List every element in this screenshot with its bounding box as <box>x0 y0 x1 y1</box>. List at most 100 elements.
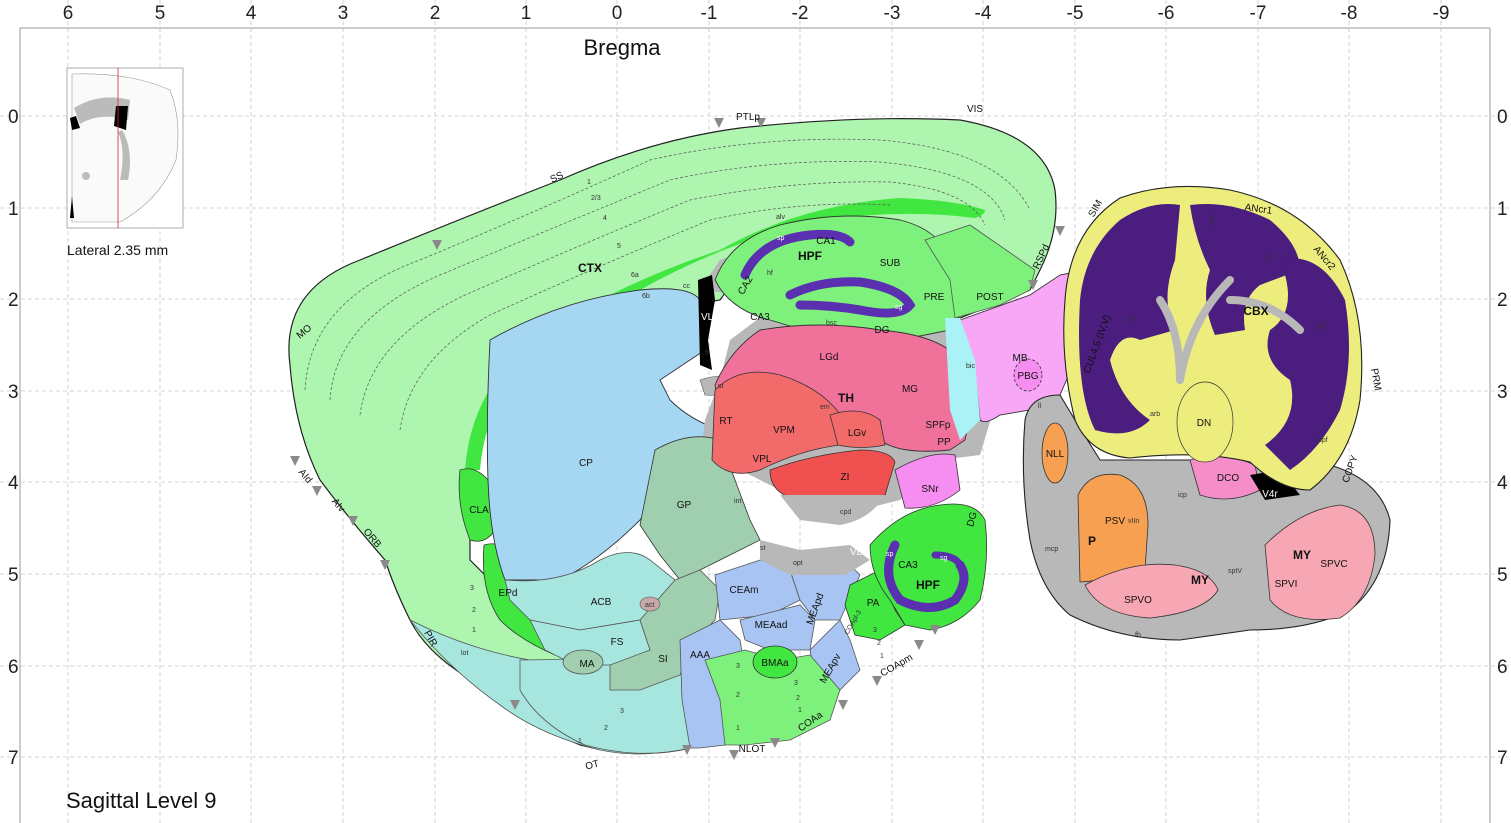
x-tick-label: 6 <box>63 3 74 24</box>
layer-label: 2/3 <box>591 195 601 202</box>
label-CA1: CA1 <box>816 236 836 247</box>
inset-thumbnail <box>66 67 184 229</box>
label-CP: CP <box>579 458 593 469</box>
BMAa-region <box>752 645 798 679</box>
layer-label: 1 <box>472 627 476 634</box>
x-tick-label: -2 <box>792 3 809 24</box>
layer-label: 5 <box>617 243 621 250</box>
label-apf: apf <box>1316 321 1328 332</box>
label-st2: st <box>760 545 766 552</box>
x-tick-label: 5 <box>155 3 166 24</box>
LGv-region <box>829 410 886 448</box>
label-FS: FS <box>611 637 624 648</box>
ventral-HPF-sg <box>931 551 964 569</box>
label-SI: SI <box>658 654 667 665</box>
label-alv: alv <box>776 214 785 221</box>
label-cpd: cpd <box>840 509 851 516</box>
label-CLA: CLA <box>469 505 489 516</box>
SNr-region <box>894 453 961 509</box>
cortex-layer-lines <box>304 138 1031 431</box>
label-fi: fi <box>705 350 709 357</box>
label-ZI: ZI <box>841 472 850 483</box>
opt-region <box>760 540 870 575</box>
NLL-region <box>1041 422 1069 484</box>
label-pri: pri <box>1126 314 1136 323</box>
layer-label: 3 <box>794 680 798 687</box>
label-sptV: sptV <box>1228 568 1242 575</box>
label-AAA: AAA <box>690 650 710 661</box>
label-MA: MA <box>580 659 595 670</box>
label-sp2: sp <box>886 551 894 558</box>
label-cc: cc <box>683 283 691 290</box>
level-label: Sagittal Level 9 <box>66 788 216 813</box>
label-HPF2: HPF <box>916 578 940 592</box>
y-tick-label: 6 <box>8 657 19 678</box>
label-st: st <box>718 383 724 390</box>
x-tick-label: -4 <box>975 3 992 24</box>
label-sg: sg <box>895 304 903 311</box>
layer-label: 6b <box>642 293 650 300</box>
label-SPVO: SPVO <box>1124 595 1152 606</box>
label-RT: RT <box>719 416 732 427</box>
label-MB: MB <box>1013 353 1028 364</box>
label-PTLp: PTLp <box>736 112 760 123</box>
label-PRE: PRE <box>924 292 945 303</box>
y-tick-label: 3 <box>1497 382 1508 403</box>
label-DG2: DG <box>965 510 980 528</box>
y-tick-label: 4 <box>1497 473 1508 494</box>
label-bic: bic <box>966 363 975 370</box>
x-tick-label: 2 <box>430 3 441 24</box>
act-region <box>639 596 661 612</box>
y-tick-label: 3 <box>8 382 19 403</box>
layer-label: 1 <box>736 725 740 732</box>
y-tick-label: 1 <box>8 199 19 220</box>
y-tick-label: 4 <box>8 473 19 494</box>
y-tick-label: 0 <box>8 107 19 128</box>
POST-region <box>924 224 1036 319</box>
label-PRM: PRM <box>1368 368 1383 392</box>
label-CA3b: CA3 <box>898 560 918 571</box>
y-tick-label: 5 <box>8 565 19 586</box>
layer-label: 1 <box>578 738 582 745</box>
label-P: P <box>1088 534 1096 548</box>
label-PP: PP <box>937 437 951 448</box>
label-VPL: VPL <box>753 454 772 465</box>
layer-label: 1 <box>587 179 591 186</box>
label-bsc: bsc <box>826 320 837 327</box>
label-SNr: SNr <box>921 484 939 495</box>
label-ppf: ppf <box>1318 437 1328 444</box>
layer-label: 2 <box>796 695 800 702</box>
layer-label: 2 <box>736 692 740 699</box>
label-PBG: PBG <box>1017 371 1038 382</box>
HPF-sp-band <box>740 229 855 280</box>
x-tick-label: 3 <box>338 3 349 24</box>
label-MG: MG <box>902 384 918 395</box>
cpd-region <box>780 495 885 525</box>
label-fb: fb <box>1135 632 1141 639</box>
CBX-granular2 <box>1190 204 1300 335</box>
label-VL2: VL <box>850 547 863 558</box>
layer-label: 1 <box>798 707 802 714</box>
PBG-region <box>1013 358 1043 392</box>
label-CEAm: CEAm <box>730 585 759 596</box>
label-SPFp: SPFp <box>925 420 950 431</box>
label-ANcr1: ANcr1 <box>1244 202 1273 217</box>
ventral-HPF-sp <box>884 540 969 612</box>
layer-label: 3 <box>736 663 740 670</box>
x-tick-label: -1 <box>701 3 718 24</box>
bregma-title: Bregma <box>583 35 661 60</box>
x-tick-label: 4 <box>246 3 257 24</box>
region-labels: CTX HPF TH CBX MY MY P HPF MB CP GP ACB … <box>461 214 1348 734</box>
x-tick-label: -6 <box>1158 3 1175 24</box>
axis-frame <box>19 27 1491 823</box>
label-CA3: CA3 <box>750 312 770 323</box>
label-sp: sp <box>777 235 785 242</box>
label-ACB: ACB <box>591 597 612 608</box>
layer-label: 6a <box>631 272 639 279</box>
x-tick-label: 0 <box>612 3 623 24</box>
label-COApm: COApm <box>879 652 915 679</box>
label-SPVC: SPVC <box>1320 559 1347 570</box>
VL-ventricle <box>698 275 715 370</box>
label-LGv: LGv <box>848 428 866 439</box>
